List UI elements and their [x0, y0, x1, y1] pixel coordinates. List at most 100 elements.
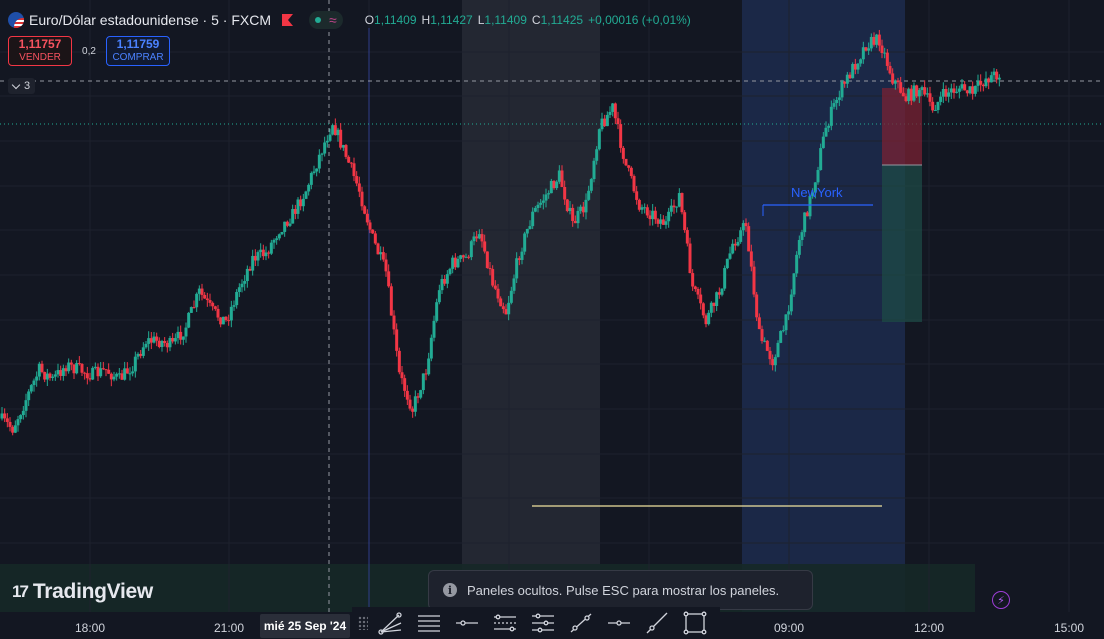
indicators-toggle[interactable]: 3 [8, 78, 36, 94]
candle-body [848, 74, 852, 79]
candle-body [787, 311, 791, 315]
parallel-channel-icon [494, 614, 516, 632]
candle-body [517, 258, 521, 260]
candle-body [755, 294, 759, 318]
tradingview-logo[interactable]: 17 TradingView [12, 580, 153, 604]
candle-body [832, 103, 836, 107]
candle-body [616, 118, 620, 125]
candle-body [829, 106, 833, 126]
candle-body [21, 410, 25, 416]
candle-body [280, 231, 284, 235]
candle-body [941, 89, 945, 97]
candle-body [605, 114, 609, 127]
candle-body [771, 359, 775, 366]
candle-body [749, 251, 753, 267]
tool-horizontal-ray[interactable] [452, 610, 482, 636]
candle-body [776, 342, 780, 358]
candle-body [931, 101, 935, 111]
candle-body [483, 241, 487, 252]
candle-body [741, 223, 745, 231]
candle-body [349, 162, 353, 164]
candle-body [944, 89, 948, 97]
drag-handle-icon[interactable] [358, 616, 368, 630]
candle-body [603, 118, 607, 127]
candle-body [661, 219, 665, 225]
candle-body [155, 336, 159, 341]
flag-marker-icon[interactable] [282, 14, 293, 26]
candle-body [184, 327, 188, 337]
candle-body [821, 136, 825, 149]
candle-body [397, 350, 401, 373]
candle-body [435, 302, 439, 321]
candle-body [723, 268, 727, 289]
candle-body [112, 376, 116, 380]
candle-body [35, 376, 39, 381]
candle-body [709, 302, 713, 313]
candle-body [813, 182, 817, 193]
candle-body [147, 338, 151, 344]
candle-body [592, 160, 596, 180]
candle-body [192, 307, 196, 309]
buy-button[interactable]: 1,11759 COMPRAR [106, 36, 170, 66]
candle-body [872, 36, 876, 45]
tool-trend-line[interactable] [566, 610, 596, 636]
candle-body [243, 281, 247, 284]
candle-body [960, 84, 964, 89]
candle-body [309, 173, 313, 185]
candle-body [419, 390, 423, 398]
price-chart-canvas[interactable]: NewYork [0, 0, 1104, 612]
candle-body [120, 373, 124, 380]
tool-parallel-channel[interactable] [490, 610, 520, 636]
tool-horizontal-lines[interactable] [414, 610, 444, 636]
candle-body [376, 243, 380, 255]
candle-body [69, 362, 73, 365]
toast-text: Paneles ocultos. Pulse ESC para mostrar … [467, 582, 780, 598]
tool-pitchfork[interactable] [528, 610, 558, 636]
candle-body [251, 255, 255, 271]
tool-rectangle[interactable] [680, 610, 710, 636]
candle-body [947, 92, 951, 97]
market-status-pill[interactable]: ≈ [309, 11, 343, 29]
symbol-title[interactable]: Euro/Dólar estadounidense · 5 · FXCM [29, 12, 271, 28]
tradingview-mark-icon: 17 [12, 582, 29, 601]
tool-fan[interactable] [376, 610, 406, 636]
tool-ray[interactable] [642, 610, 672, 636]
candle-body [597, 129, 601, 150]
candle-body [648, 215, 652, 220]
candle-body [317, 154, 321, 169]
candle-body [61, 368, 65, 376]
candle-body [408, 399, 412, 409]
trading-buttons: 1,11757 VENDER 0,2 1,11759 COMPRAR [8, 36, 170, 66]
candle-body [736, 241, 740, 246]
tool-cross-line[interactable] [604, 610, 634, 636]
candle-body [429, 337, 433, 359]
lightning-icon[interactable]: ⚡ [992, 591, 1010, 609]
candle-body [611, 103, 615, 112]
candle-body [971, 86, 975, 94]
candle-body [8, 421, 12, 427]
candle-body [909, 89, 913, 101]
sell-button[interactable]: 1,11757 VENDER [8, 36, 72, 66]
candle-body [549, 180, 553, 194]
candle-body [224, 316, 228, 321]
time-axis[interactable]: 18:00 21:00 09:00 12:00 15:00 [0, 612, 1104, 639]
candle-body [563, 186, 567, 200]
candle-body [424, 373, 428, 375]
candle-body [96, 366, 100, 377]
time-tick: 15:00 [1053, 621, 1085, 635]
candle-body [557, 170, 561, 182]
candle-body [32, 380, 36, 386]
candle-body [173, 338, 177, 342]
candle-body [725, 258, 729, 269]
candle-body [347, 156, 351, 163]
candle-body [992, 71, 996, 76]
candle-body [624, 158, 628, 166]
candle-body [219, 317, 223, 325]
candle-body [560, 170, 564, 187]
candle-body [672, 205, 676, 208]
candle-body [11, 426, 15, 433]
candle-body [312, 171, 316, 174]
candle-body [573, 220, 577, 224]
candle-body [891, 73, 895, 84]
